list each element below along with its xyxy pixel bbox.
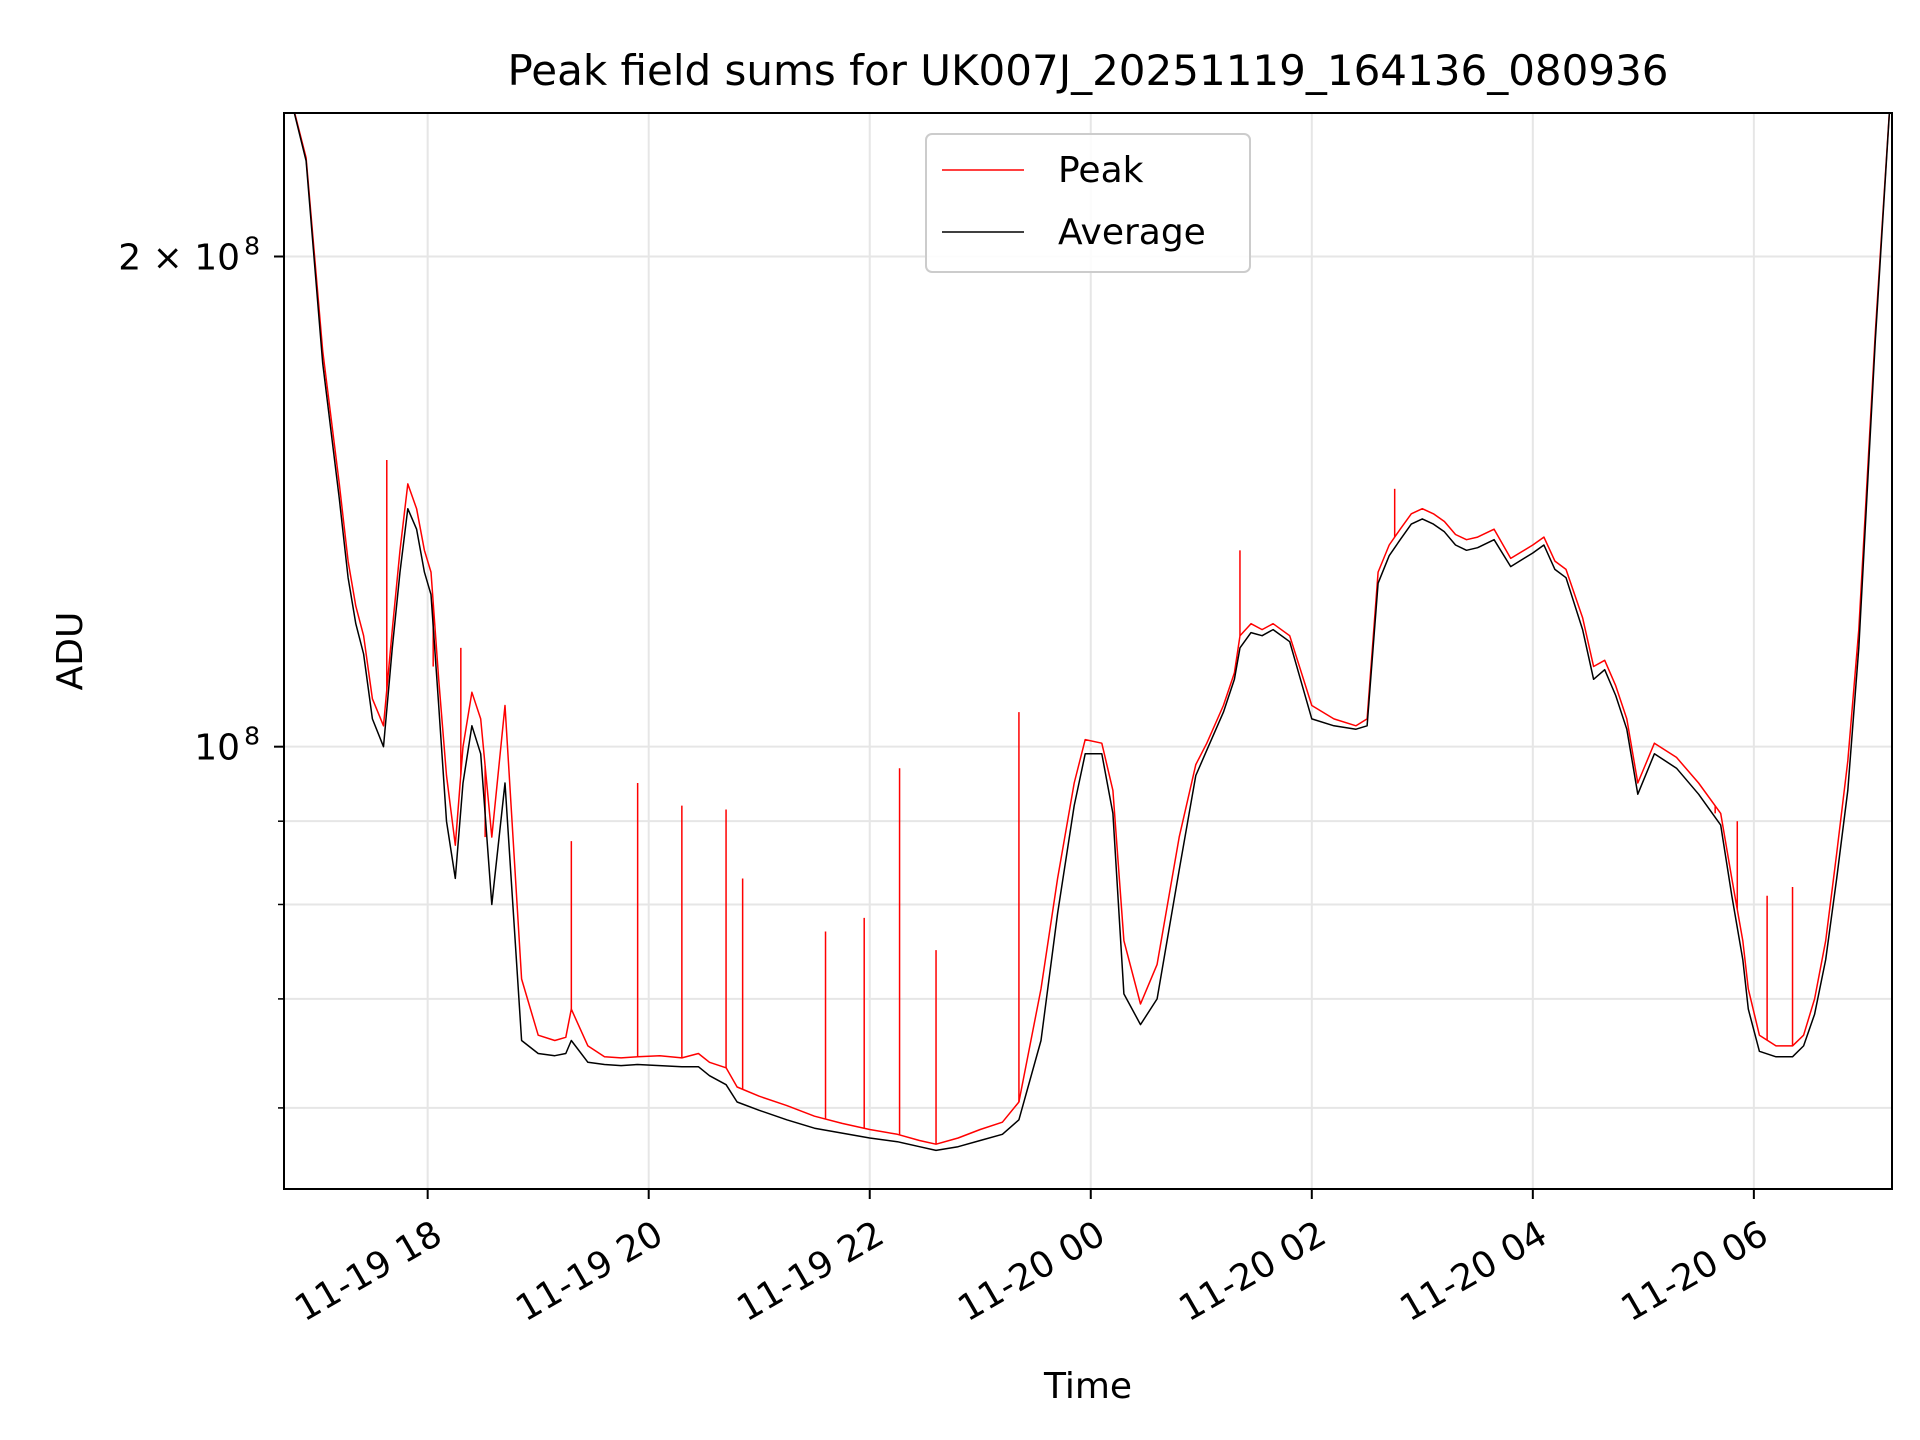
legend-average-label: Average: [1058, 212, 1206, 253]
legend: Peak Average: [925, 133, 1251, 273]
series-line-peak: [293, 113, 1891, 1145]
y-tick-exponent: 8: [244, 232, 260, 261]
legend-box: [925, 133, 1251, 273]
series-line-average: [293, 113, 1891, 1152]
y-tick-label: 10: [194, 728, 240, 769]
chart-title: Peak field sums for UK007J_20251119_1641…: [507, 46, 1668, 95]
plot-frame: [283, 112, 1893, 1190]
y-axis-label: ADU: [50, 612, 91, 691]
y-tick-label: 2 × 10: [118, 238, 240, 279]
x-axis-label: Time: [1043, 1366, 1132, 1407]
grid: [284, 113, 1892, 1189]
y-tick-exponent: 8: [244, 722, 260, 751]
series-layer: [293, 113, 1891, 1152]
legend-peak-label: Peak: [1058, 150, 1144, 191]
